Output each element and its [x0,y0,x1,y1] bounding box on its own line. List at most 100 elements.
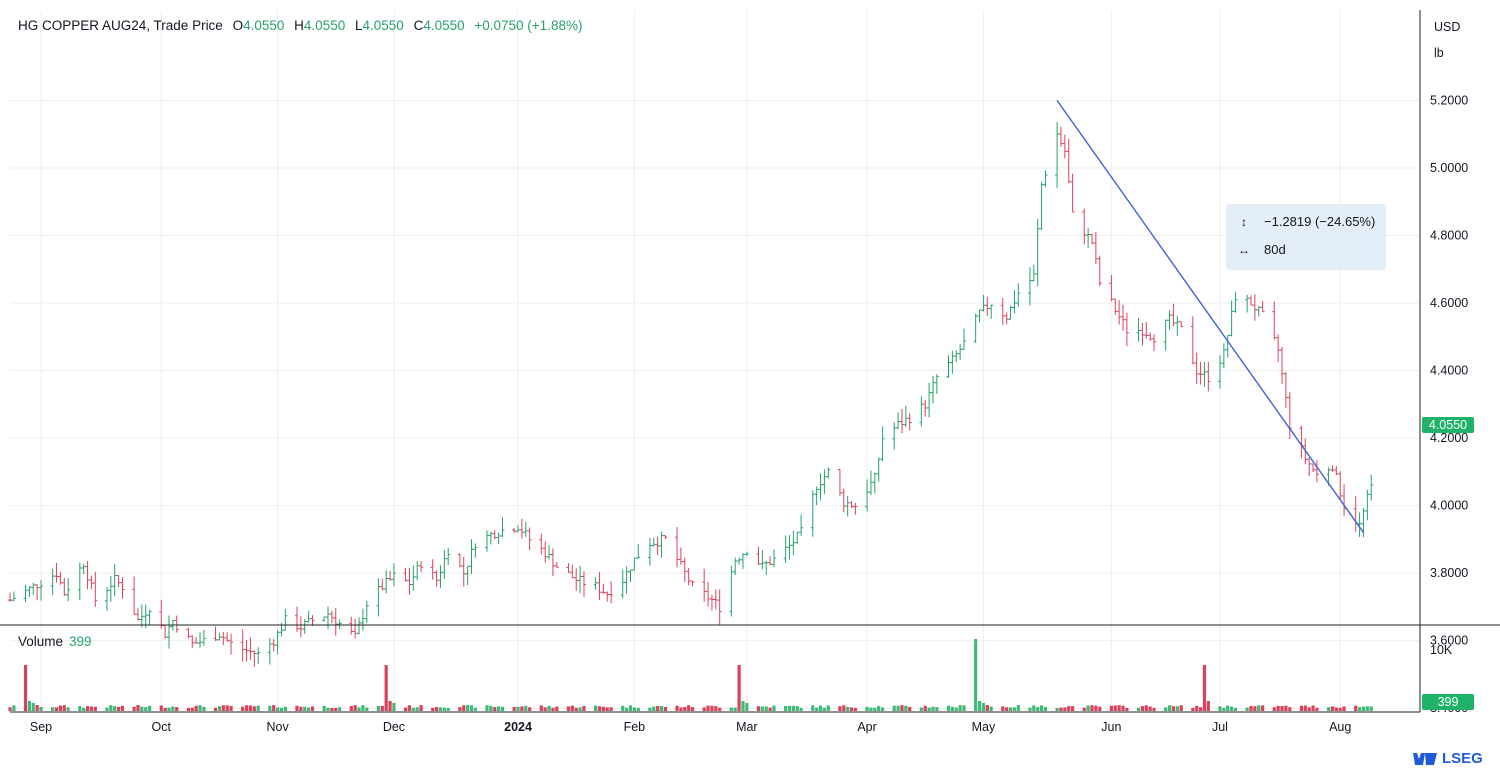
symbol-title: HG COPPER AUG24, Trade Price [18,18,223,33]
volume-bar [140,706,144,711]
volume-bar [570,705,574,711]
volume-bar [78,706,82,711]
volume-bar [896,705,900,711]
volume-bar [1249,705,1253,711]
close-value: 4.0550 [423,18,465,33]
volume-bar [82,707,86,711]
open-label: O [232,18,244,33]
volume-bar [54,707,59,711]
volume-bar [1094,705,1098,711]
volume-bar [1326,707,1331,711]
time-tick-label: Dec [383,720,405,734]
volume-bar [1261,705,1265,711]
volume-bar [1136,707,1141,711]
volume-bar [815,707,819,711]
volume-bar [880,707,885,711]
volume-bar [1008,707,1013,711]
volume-bar [159,705,163,711]
volume-bar [931,706,935,711]
volume-bar [520,706,524,711]
volume-bar [105,707,109,711]
volume-bar [729,707,733,711]
volume-bar [551,707,555,711]
volume-bar [1140,706,1145,711]
volume-bar [946,705,951,711]
trendline[interactable] [1056,100,1365,533]
volume-bar [1086,705,1090,711]
volume-bar [62,705,66,711]
volume-bar [431,707,435,711]
volume-bar [818,705,823,711]
volume-bar [392,703,396,711]
time-tick-label: Jul [1212,720,1228,734]
volume-bar [787,705,792,711]
volume-bar [171,706,175,711]
volume-bar [1001,706,1005,711]
volume-bar [268,705,272,711]
volume-bar [679,707,683,711]
volume-bar [248,705,253,711]
volume-bar [566,706,571,711]
volume-bar [892,705,896,711]
lseg-mark-icon [1413,752,1437,765]
volume-bar [120,705,125,711]
volume-bar [1307,707,1311,711]
volume-bar [225,705,229,711]
volume-bar [349,706,353,711]
volume-bar [900,705,904,711]
volume-bar [1067,706,1071,711]
volume-bar [811,705,815,711]
volume-bar [489,705,493,711]
volume-bar [1028,707,1032,711]
volume-bar [357,707,361,711]
price-tick-label: 4.4000 [1430,364,1468,378]
volume-bar [706,705,710,711]
volume-legend: Volume 399 [18,634,92,649]
volume-bar [935,707,939,711]
volume-bar [1036,706,1040,711]
high-label: H [294,18,304,33]
volume-bar [1144,705,1148,711]
volume-bar [1284,705,1288,711]
volume-bar [256,705,260,711]
time-tick-label: Oct [152,720,172,734]
volume-bar [295,705,299,711]
volume-bar [1245,707,1249,711]
volume-bar [1280,706,1284,711]
volume-bar [497,706,501,711]
volume-bar [186,707,190,711]
close-label: C [413,18,424,33]
volume-bar [923,705,927,711]
volume-bar [628,705,633,711]
volume-bar [741,701,745,711]
volume-bar [85,706,90,711]
time-tick-label: Aug [1329,720,1351,734]
volume-bar [791,705,795,711]
volume-bar [1164,707,1168,711]
time-tick-label: Nov [266,720,289,734]
volume-bar [539,705,543,711]
vertical-measure-icon: ↕ [1241,214,1247,229]
lseg-logo: LSEG [1412,750,1483,767]
volume-bar [51,707,55,711]
low-label: L [354,18,363,33]
volume-bar [136,705,140,711]
volume-bar [733,707,737,711]
volume-bar [1299,705,1304,711]
volume-bar [217,706,222,711]
volume-bar [244,705,249,711]
volume-bar [167,707,171,711]
volume-bars [8,639,1373,711]
measure-time-row: ↔ 80d [1236,242,1286,257]
volume-bar [663,707,668,711]
volume-bar [1152,707,1156,711]
volume-bar [958,705,962,711]
measure-tooltip: ↕ −1.2819 (−24.65%) ↔ 80d [1226,204,1386,270]
volume-bar [989,706,993,711]
last-price-badge: 4.0550 [1422,417,1474,433]
volume-bar [1191,707,1195,711]
volume-bar [621,705,625,711]
volume-bar [838,706,842,711]
volume-bar [1226,705,1230,711]
